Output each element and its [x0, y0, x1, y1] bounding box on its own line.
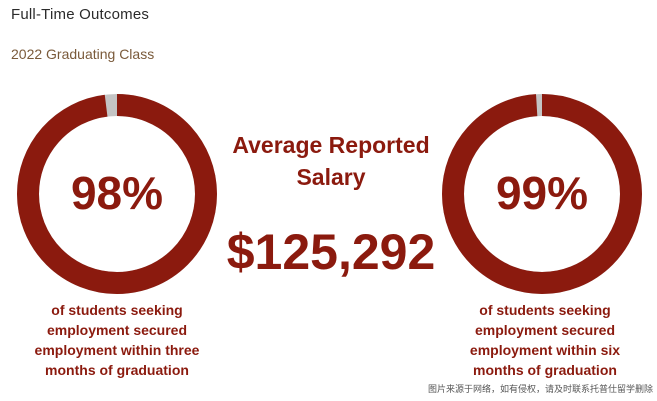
caption-three-months: of students seeking employment secured e…	[34, 302, 200, 378]
donut-svg	[17, 94, 217, 294]
page-subtitle: 2022 Graduating Class	[11, 46, 155, 62]
salary-value: $125,292	[226, 224, 436, 280]
donut-percent-label: 98%	[70, 167, 164, 219]
donut-svg	[442, 94, 642, 294]
donut-value-arc	[442, 94, 642, 294]
donut-chart-six-months: 99%	[440, 92, 644, 296]
page-title: Full-Time Outcomes	[11, 6, 150, 23]
donut-percent-label: 99%	[495, 167, 589, 219]
watermark-text: 图片来源于网络，如有侵权，请及时联系托普仕留学删除	[427, 384, 653, 394]
donut-value-arc	[17, 94, 217, 294]
caption-six-months: of students seeking employment secured e…	[469, 302, 621, 378]
donut-chart-three-months: 98%	[15, 92, 219, 296]
salary-label: Average Reported Salary	[232, 132, 430, 190]
